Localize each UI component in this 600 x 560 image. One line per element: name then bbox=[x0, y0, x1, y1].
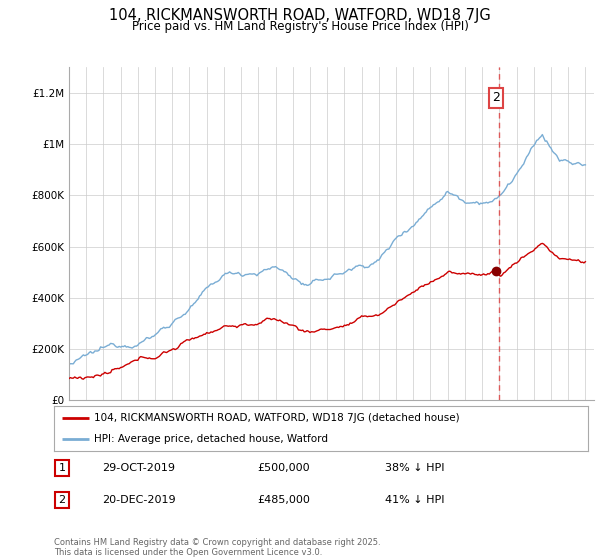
Text: 2: 2 bbox=[492, 91, 500, 105]
Text: 38% ↓ HPI: 38% ↓ HPI bbox=[385, 463, 445, 473]
Text: Price paid vs. HM Land Registry's House Price Index (HPI): Price paid vs. HM Land Registry's House … bbox=[131, 20, 469, 32]
Text: Contains HM Land Registry data © Crown copyright and database right 2025.
This d: Contains HM Land Registry data © Crown c… bbox=[54, 538, 380, 557]
Text: 1: 1 bbox=[59, 463, 65, 473]
Text: 2: 2 bbox=[58, 495, 65, 505]
Text: £485,000: £485,000 bbox=[257, 495, 310, 505]
Text: 41% ↓ HPI: 41% ↓ HPI bbox=[385, 495, 445, 505]
Text: HPI: Average price, detached house, Watford: HPI: Average price, detached house, Watf… bbox=[94, 433, 328, 444]
Text: £500,000: £500,000 bbox=[257, 463, 310, 473]
Text: 104, RICKMANSWORTH ROAD, WATFORD, WD18 7JG: 104, RICKMANSWORTH ROAD, WATFORD, WD18 7… bbox=[109, 8, 491, 24]
Text: 20-DEC-2019: 20-DEC-2019 bbox=[102, 495, 176, 505]
Text: 104, RICKMANSWORTH ROAD, WATFORD, WD18 7JG (detached house): 104, RICKMANSWORTH ROAD, WATFORD, WD18 7… bbox=[94, 413, 460, 423]
Text: 29-OCT-2019: 29-OCT-2019 bbox=[102, 463, 175, 473]
